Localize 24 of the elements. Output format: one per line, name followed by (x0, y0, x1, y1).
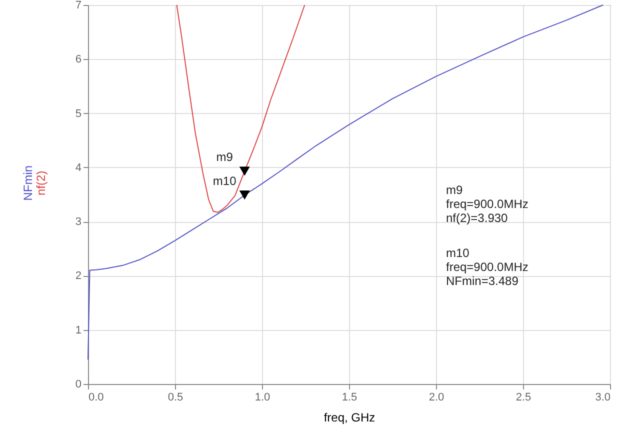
y-tick-label: 1 (75, 324, 82, 336)
annotation: m9 (216, 150, 234, 164)
y-tick-label: 6 (75, 54, 82, 66)
x-axis-title: freq, GHz (324, 410, 376, 424)
x-tick-label: 0.5 (168, 392, 184, 404)
x-tick-label: 0.0 (88, 392, 104, 404)
line-series (176, 4, 306, 213)
y-tick-label: 0 (75, 378, 82, 390)
y-tick-label: 2 (75, 270, 82, 282)
y-tick-label: 5 (75, 108, 82, 120)
text: nf(2) (34, 170, 48, 196)
x-tick-label: 1.0 (254, 392, 270, 404)
text: NFmin (21, 165, 35, 201)
y-tick-label: 4 (75, 162, 82, 174)
x-tick-label: 2.5 (516, 392, 532, 404)
x-tick-label: 2.0 (428, 392, 444, 404)
annotation: m10 (212, 174, 237, 188)
x-tick-label: 1.5 (342, 392, 358, 404)
annotation: m10 freq=900.0MHz NFmin=3.489 (446, 246, 528, 288)
y-tick-label: 3 (75, 216, 82, 228)
line-series (88, 4, 604, 360)
y-tick-label: 7 (75, 0, 82, 12)
x-tick-label: 3.0 (595, 392, 610, 404)
annotation: m9 freq=900.0MHz nf(2)=3.930 (446, 183, 528, 225)
